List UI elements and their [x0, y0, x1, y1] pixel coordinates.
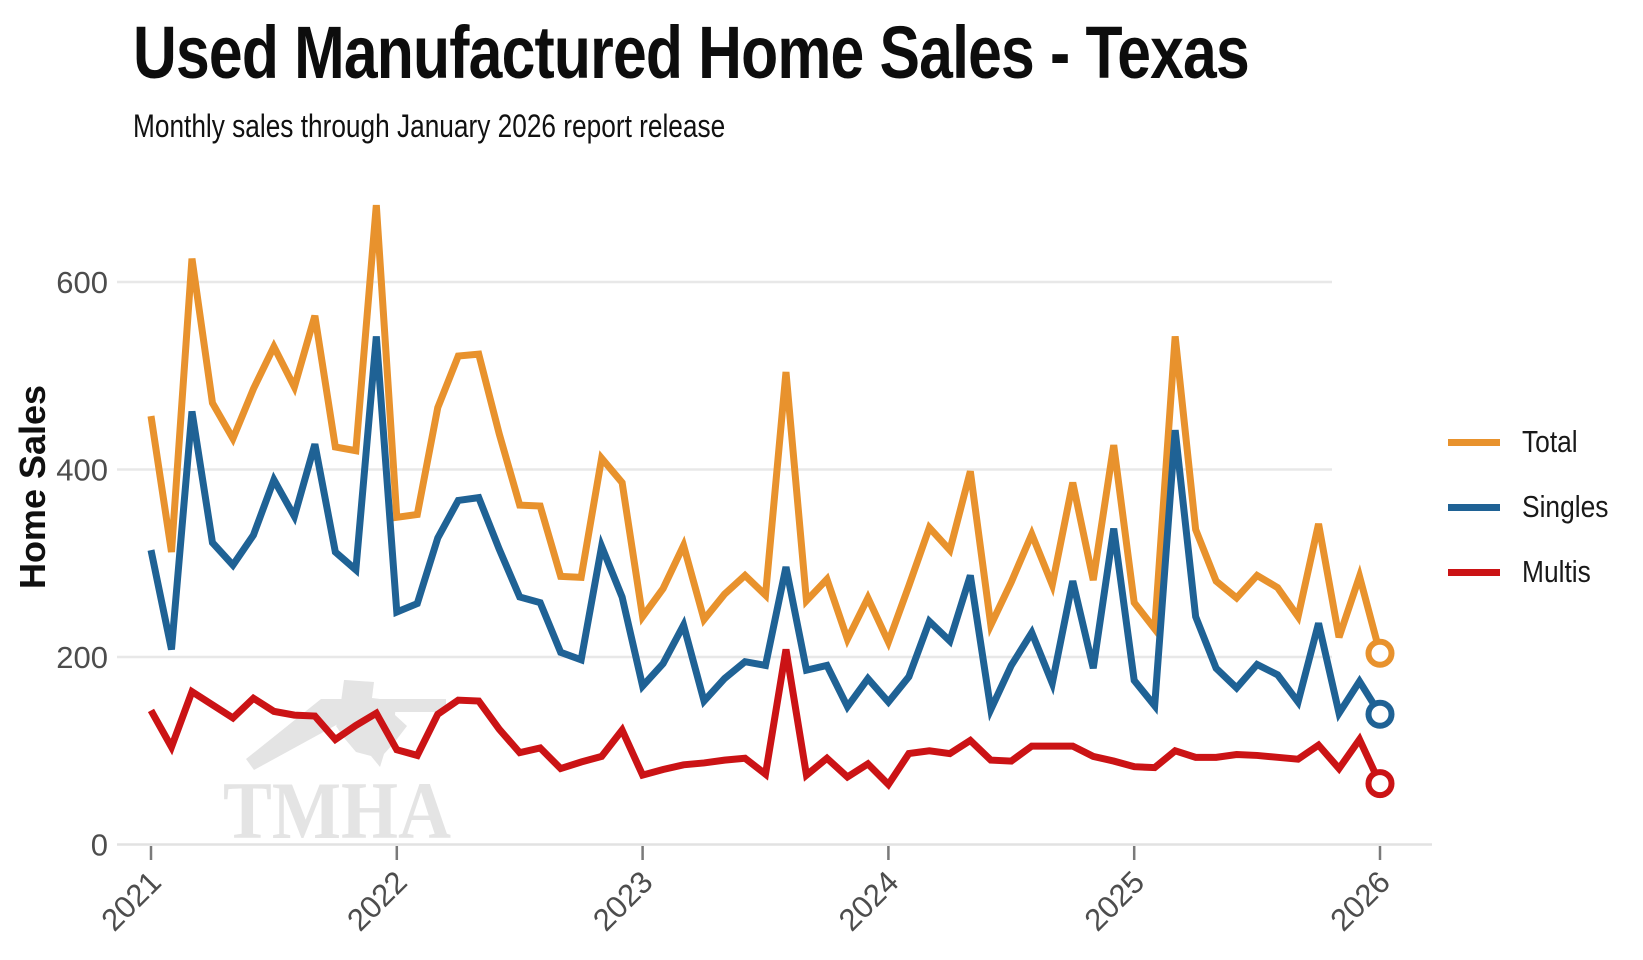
series-lines — [147, 204, 1395, 799]
total-swatch-icon — [1448, 438, 1500, 446]
y-tick-label-400: 400 — [56, 453, 108, 488]
watermark-texas-icon — [336, 680, 407, 767]
x-tick-label-2022: 2022 — [340, 864, 414, 938]
watermark-roof-left-icon — [246, 699, 360, 770]
y-tick-label-600: 600 — [56, 265, 108, 300]
page-subtitle: Monthly sales through January 2026 repor… — [133, 108, 726, 144]
legend-item-total: Total — [1448, 424, 1624, 460]
x-tick-label-2026: 2026 — [1323, 864, 1397, 938]
page-title: Used Manufactured Home Sales - Texas — [133, 11, 1250, 94]
gridlines — [117, 280, 1432, 846]
legend-item-singles: Singles — [1448, 489, 1624, 525]
legend-label-multis: Multis — [1522, 554, 1591, 589]
watermark-text: TMHA — [223, 765, 451, 856]
singles-swatch-icon — [1448, 503, 1500, 511]
total-line — [147, 204, 1384, 655]
singles-line — [147, 336, 1383, 723]
multis-line — [147, 648, 1384, 791]
legend-label-total: Total — [1522, 424, 1578, 459]
y-tick-label-0: 0 — [91, 828, 108, 863]
x-tick-label-2024: 2024 — [832, 864, 906, 938]
tmha-watermark: TMHA — [223, 680, 451, 856]
x-tick-label-2021: 2021 — [94, 864, 168, 938]
x-tick-label-2025: 2025 — [1078, 864, 1152, 938]
x-tick-label-2023: 2023 — [586, 864, 660, 938]
legend-item-multis: Multis — [1448, 554, 1624, 590]
y-tick-label-200: 200 — [56, 640, 108, 675]
total-endpoint-marker — [1365, 638, 1395, 668]
multis-endpoint-marker — [1365, 769, 1395, 799]
chart-legend: Total Singles Multis — [1448, 424, 1624, 619]
multis-swatch-icon — [1448, 568, 1500, 576]
singles-endpoint-marker — [1365, 699, 1395, 729]
legend-label-singles: Singles — [1522, 489, 1609, 524]
